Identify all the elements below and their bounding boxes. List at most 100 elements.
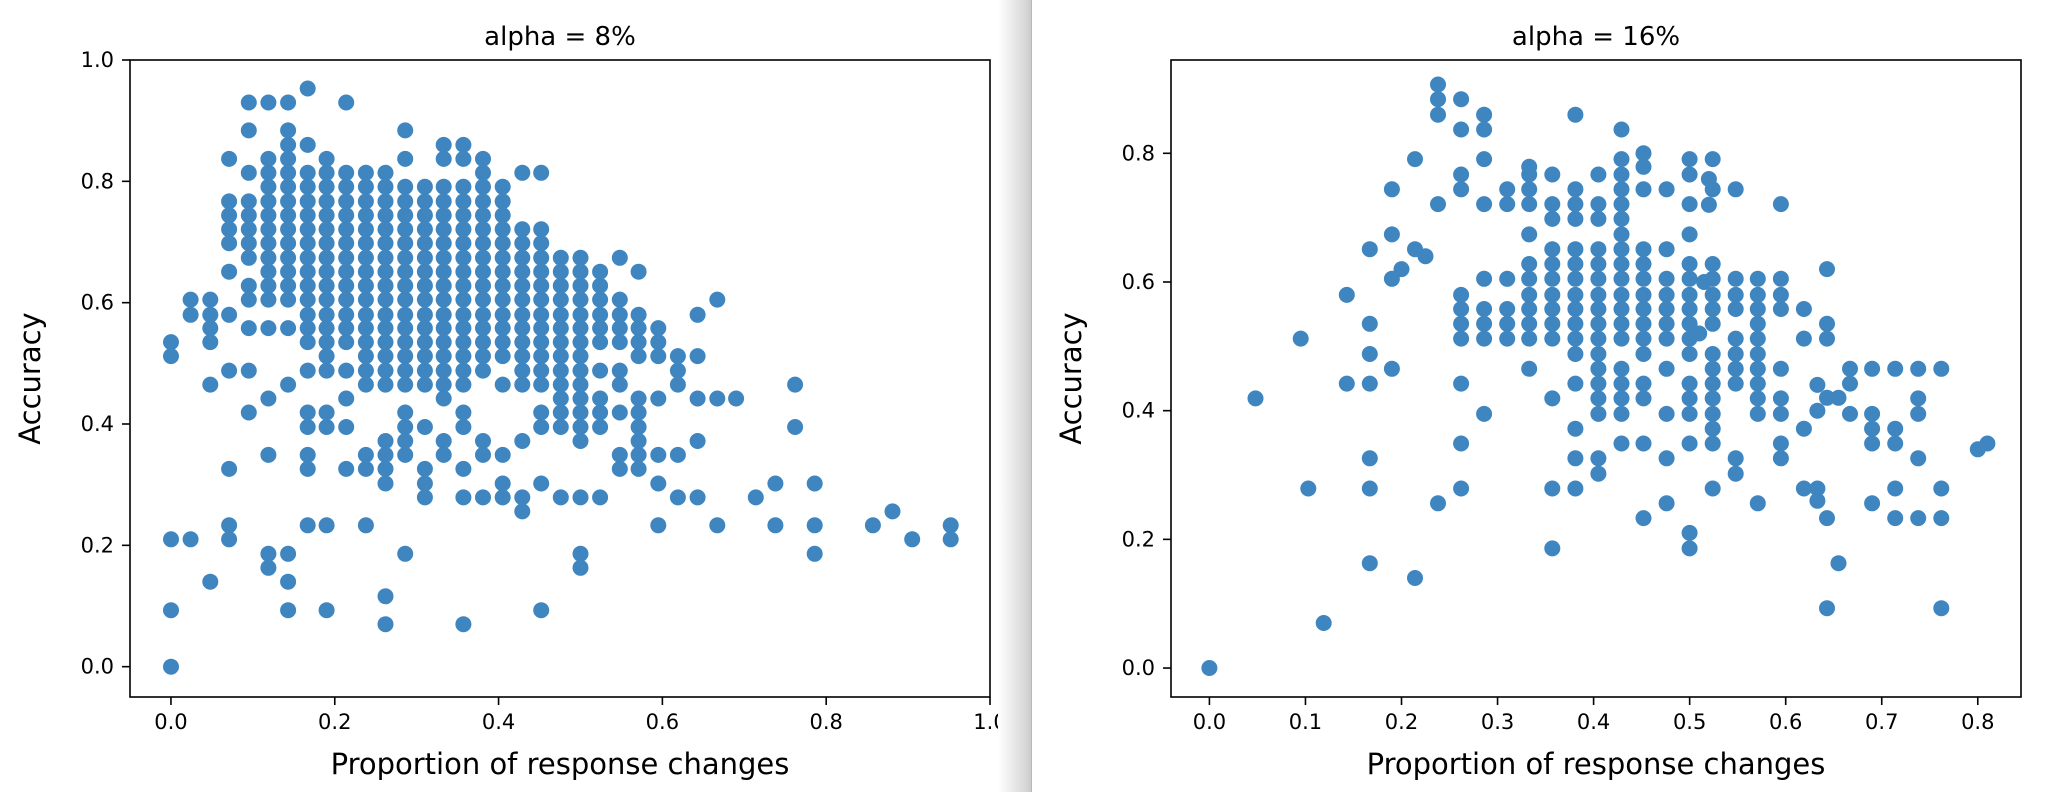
scatter-point xyxy=(280,291,297,308)
scatter-point xyxy=(630,460,647,477)
scatter-point xyxy=(1567,480,1584,497)
scatter-point xyxy=(1864,435,1881,452)
scatter-point xyxy=(1819,261,1835,278)
scatter-point xyxy=(1749,330,1766,347)
scatter-point xyxy=(280,94,297,111)
scatter-point xyxy=(1704,301,1721,317)
scatter-point xyxy=(1613,166,1630,183)
scatter-point xyxy=(1338,286,1355,303)
scatter-point xyxy=(280,221,297,238)
scatter-point xyxy=(455,235,472,252)
scatter-point xyxy=(1681,166,1698,183)
scatter-point xyxy=(1809,492,1826,509)
scatter-point xyxy=(1590,346,1607,362)
scatter-point xyxy=(552,404,569,421)
scatter-point xyxy=(475,207,491,224)
scatter-point xyxy=(416,221,433,238)
scatter-point xyxy=(533,235,550,252)
scatter-point xyxy=(1567,375,1584,392)
scatter-point xyxy=(1910,360,1927,377)
scatter-point xyxy=(1681,435,1698,452)
scatter-point xyxy=(494,291,511,308)
scatter-point xyxy=(280,178,297,195)
scatter-point xyxy=(318,320,335,337)
scatter-point xyxy=(1635,145,1652,162)
scatter-point xyxy=(299,178,316,195)
scatter-point xyxy=(533,362,550,379)
scatter-point xyxy=(260,263,277,280)
scatter-point xyxy=(611,320,628,337)
scatter-point xyxy=(533,164,550,181)
scatter-point xyxy=(475,489,491,506)
scatter-point xyxy=(1681,256,1698,272)
scatter-point xyxy=(1430,76,1446,93)
scatter-point xyxy=(299,291,316,308)
scatter-point xyxy=(1842,405,1858,422)
scatter-point xyxy=(611,460,628,477)
scatter-point xyxy=(1338,375,1355,392)
scatter-point xyxy=(1658,301,1675,317)
scatter-point xyxy=(1613,151,1630,168)
y-axis-label: Accuracy xyxy=(13,312,47,444)
scatter-point xyxy=(1704,315,1721,332)
scatter-point xyxy=(240,249,257,266)
scatter-point xyxy=(1635,390,1652,407)
scatter-point xyxy=(572,489,589,506)
scatter-point xyxy=(397,404,414,421)
y-tick-label: 0.4 xyxy=(81,412,114,436)
scatter-point xyxy=(280,249,297,266)
scatter-point xyxy=(533,306,550,323)
scatter-point xyxy=(572,376,589,393)
scatter-point xyxy=(318,164,335,181)
scatter-point xyxy=(202,320,219,337)
scatter-point xyxy=(455,263,472,280)
scatter-point xyxy=(338,164,355,181)
scatter-point xyxy=(357,517,374,534)
y-tick-label: 0.0 xyxy=(81,655,114,679)
scatter-point xyxy=(1476,151,1493,168)
scatter-point xyxy=(1613,210,1630,227)
scatter-point xyxy=(377,164,394,181)
scatter-point xyxy=(455,207,472,224)
scatter-point xyxy=(1521,330,1538,347)
scatter-point xyxy=(377,376,394,393)
scatter-point xyxy=(494,475,511,492)
scatter-point xyxy=(1613,121,1630,138)
scatter-point xyxy=(318,207,335,224)
scatter-point xyxy=(572,249,589,266)
scatter-point xyxy=(260,291,277,308)
scatter-point xyxy=(1453,375,1470,392)
x-tick-label: 0.0 xyxy=(1193,710,1226,734)
scatter-point xyxy=(1772,435,1789,452)
scatter-point xyxy=(280,235,297,252)
scatter-point xyxy=(1704,405,1721,422)
chart-alpha-16: 0.0 0.1 0.2 0.3 0.4 0.5 0.6 0.7 0.8 0.0 0.2 0.4 0.6 0… xyxy=(1054,22,2022,781)
axes-frame xyxy=(129,59,991,698)
scatter-point xyxy=(1819,389,1835,406)
y-tick-label: 1.0 xyxy=(81,48,114,72)
scatter-point xyxy=(397,362,414,379)
scatter-point xyxy=(572,433,589,449)
scatter-point xyxy=(397,376,414,393)
scatter-point xyxy=(435,291,452,308)
scatter-point xyxy=(572,334,589,351)
scatter-point xyxy=(377,178,394,195)
scatter-point xyxy=(1704,420,1721,437)
scatter-point xyxy=(806,517,823,534)
scatter-point xyxy=(202,573,219,590)
scatter-point xyxy=(357,193,374,210)
scatter-point xyxy=(1521,226,1538,243)
x-tick-label: 0.2 xyxy=(318,710,351,734)
y-tick-label: 0.2 xyxy=(1122,527,1155,551)
scatter-point xyxy=(397,419,414,435)
scatter-point xyxy=(377,433,394,449)
scatter-point xyxy=(435,376,452,393)
scatter-point xyxy=(1749,301,1766,317)
scatter-point xyxy=(280,122,297,139)
x-tick-label: 0.5 xyxy=(1673,710,1706,734)
scatter-point xyxy=(416,235,433,252)
scatter-point xyxy=(1749,286,1766,303)
scatter-point xyxy=(689,390,706,407)
scatter-point xyxy=(630,433,647,449)
scatter-point xyxy=(475,433,491,449)
